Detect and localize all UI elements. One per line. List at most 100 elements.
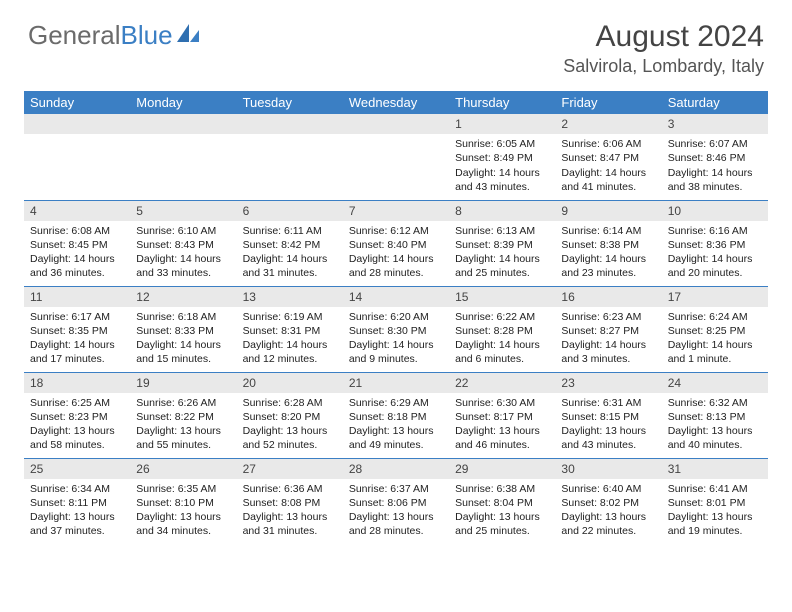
day-number: 8 (449, 201, 555, 221)
sunset-text: Sunset: 8:27 PM (561, 324, 655, 338)
sunset-text: Sunset: 8:17 PM (455, 410, 549, 424)
daylight-text: Daylight: 14 hours (136, 252, 230, 266)
sunrise-text: Sunrise: 6:06 AM (561, 137, 655, 151)
calendar-day-cell: 12Sunrise: 6:18 AMSunset: 8:33 PMDayligh… (130, 286, 236, 372)
day-details: Sunrise: 6:34 AMSunset: 8:11 PMDaylight:… (24, 479, 130, 543)
calendar-day-cell (24, 114, 130, 200)
sunset-text: Sunset: 8:25 PM (668, 324, 762, 338)
sunrise-text: Sunrise: 6:23 AM (561, 310, 655, 324)
calendar-day-cell: 6Sunrise: 6:11 AMSunset: 8:42 PMDaylight… (237, 200, 343, 286)
sunrise-text: Sunrise: 6:32 AM (668, 396, 762, 410)
daylight-text: Daylight: 13 hours (30, 510, 124, 524)
daylight-text: Daylight: 13 hours (136, 510, 230, 524)
day-number: 5 (130, 201, 236, 221)
daylight-text: Daylight: 14 hours (561, 338, 655, 352)
calendar-day-cell: 25Sunrise: 6:34 AMSunset: 8:11 PMDayligh… (24, 458, 130, 544)
sunrise-text: Sunrise: 6:29 AM (349, 396, 443, 410)
calendar-day-cell: 17Sunrise: 6:24 AMSunset: 8:25 PMDayligh… (662, 286, 768, 372)
daylight-text: Daylight: 13 hours (455, 510, 549, 524)
daylight-text: and 36 minutes. (30, 266, 124, 280)
weekday-header: Thursday (449, 91, 555, 114)
day-details: Sunrise: 6:25 AMSunset: 8:23 PMDaylight:… (24, 393, 130, 457)
day-details: Sunrise: 6:10 AMSunset: 8:43 PMDaylight:… (130, 221, 236, 285)
daylight-text: and 17 minutes. (30, 352, 124, 366)
sunset-text: Sunset: 8:31 PM (243, 324, 337, 338)
day-details: Sunrise: 6:05 AMSunset: 8:49 PMDaylight:… (449, 134, 555, 198)
day-details: Sunrise: 6:18 AMSunset: 8:33 PMDaylight:… (130, 307, 236, 371)
sunset-text: Sunset: 8:22 PM (136, 410, 230, 424)
calendar-day-cell: 2Sunrise: 6:06 AMSunset: 8:47 PMDaylight… (555, 114, 661, 200)
day-number: 16 (555, 287, 661, 307)
day-details: Sunrise: 6:26 AMSunset: 8:22 PMDaylight:… (130, 393, 236, 457)
day-number-bar (343, 114, 449, 134)
day-details: Sunrise: 6:30 AMSunset: 8:17 PMDaylight:… (449, 393, 555, 457)
calendar-day-cell: 10Sunrise: 6:16 AMSunset: 8:36 PMDayligh… (662, 200, 768, 286)
title-block: August 2024 Salvirola, Lombardy, Italy (563, 20, 764, 77)
calendar-day-cell: 22Sunrise: 6:30 AMSunset: 8:17 PMDayligh… (449, 372, 555, 458)
calendar-day-cell: 18Sunrise: 6:25 AMSunset: 8:23 PMDayligh… (24, 372, 130, 458)
day-number: 15 (449, 287, 555, 307)
day-details: Sunrise: 6:12 AMSunset: 8:40 PMDaylight:… (343, 221, 449, 285)
sunrise-text: Sunrise: 6:37 AM (349, 482, 443, 496)
sunset-text: Sunset: 8:36 PM (668, 238, 762, 252)
calendar-day-cell: 31Sunrise: 6:41 AMSunset: 8:01 PMDayligh… (662, 458, 768, 544)
calendar-day-cell: 4Sunrise: 6:08 AMSunset: 8:45 PMDaylight… (24, 200, 130, 286)
daylight-text: Daylight: 13 hours (349, 424, 443, 438)
daylight-text: Daylight: 13 hours (561, 424, 655, 438)
sunrise-text: Sunrise: 6:24 AM (668, 310, 762, 324)
day-number: 29 (449, 459, 555, 479)
day-number: 26 (130, 459, 236, 479)
logo-text-blue: Blue (121, 20, 173, 51)
day-details: Sunrise: 6:20 AMSunset: 8:30 PMDaylight:… (343, 307, 449, 371)
sunset-text: Sunset: 8:01 PM (668, 496, 762, 510)
location-subtitle: Salvirola, Lombardy, Italy (563, 56, 764, 77)
logo-sail-icon (175, 20, 201, 51)
day-number: 17 (662, 287, 768, 307)
day-details: Sunrise: 6:07 AMSunset: 8:46 PMDaylight:… (662, 134, 768, 198)
daylight-text: Daylight: 14 hours (561, 166, 655, 180)
sunrise-text: Sunrise: 6:19 AM (243, 310, 337, 324)
daylight-text: Daylight: 14 hours (243, 338, 337, 352)
calendar-day-cell: 20Sunrise: 6:28 AMSunset: 8:20 PMDayligh… (237, 372, 343, 458)
daylight-text: and 33 minutes. (136, 266, 230, 280)
daylight-text: and 37 minutes. (30, 524, 124, 538)
month-title: August 2024 (563, 20, 764, 54)
day-details: Sunrise: 6:35 AMSunset: 8:10 PMDaylight:… (130, 479, 236, 543)
day-number: 24 (662, 373, 768, 393)
daylight-text: Daylight: 13 hours (668, 424, 762, 438)
daylight-text: Daylight: 13 hours (349, 510, 443, 524)
sunrise-text: Sunrise: 6:31 AM (561, 396, 655, 410)
sunset-text: Sunset: 8:18 PM (349, 410, 443, 424)
daylight-text: and 1 minute. (668, 352, 762, 366)
calendar-table: Sunday Monday Tuesday Wednesday Thursday… (24, 91, 768, 544)
daylight-text: Daylight: 14 hours (349, 338, 443, 352)
daylight-text: and 28 minutes. (349, 266, 443, 280)
daylight-text: and 49 minutes. (349, 438, 443, 452)
day-number: 4 (24, 201, 130, 221)
day-number: 28 (343, 459, 449, 479)
day-details: Sunrise: 6:06 AMSunset: 8:47 PMDaylight:… (555, 134, 661, 198)
daylight-text: Daylight: 14 hours (30, 252, 124, 266)
day-number: 10 (662, 201, 768, 221)
day-number-bar (237, 114, 343, 134)
sunset-text: Sunset: 8:43 PM (136, 238, 230, 252)
weekday-header: Monday (130, 91, 236, 114)
daylight-text: and 3 minutes. (561, 352, 655, 366)
daylight-text: and 15 minutes. (136, 352, 230, 366)
daylight-text: Daylight: 13 hours (243, 510, 337, 524)
logo-text-gray: General (28, 20, 121, 51)
weekday-header: Saturday (662, 91, 768, 114)
sunset-text: Sunset: 8:35 PM (30, 324, 124, 338)
day-number: 20 (237, 373, 343, 393)
day-details: Sunrise: 6:17 AMSunset: 8:35 PMDaylight:… (24, 307, 130, 371)
sunrise-text: Sunrise: 6:35 AM (136, 482, 230, 496)
sunset-text: Sunset: 8:23 PM (30, 410, 124, 424)
sunset-text: Sunset: 8:10 PM (136, 496, 230, 510)
day-details: Sunrise: 6:37 AMSunset: 8:06 PMDaylight:… (343, 479, 449, 543)
calendar-day-cell: 8Sunrise: 6:13 AMSunset: 8:39 PMDaylight… (449, 200, 555, 286)
day-number-bar (130, 114, 236, 134)
weekday-header: Friday (555, 91, 661, 114)
sunrise-text: Sunrise: 6:18 AM (136, 310, 230, 324)
calendar-day-cell: 14Sunrise: 6:20 AMSunset: 8:30 PMDayligh… (343, 286, 449, 372)
calendar-week-row: 4Sunrise: 6:08 AMSunset: 8:45 PMDaylight… (24, 200, 768, 286)
